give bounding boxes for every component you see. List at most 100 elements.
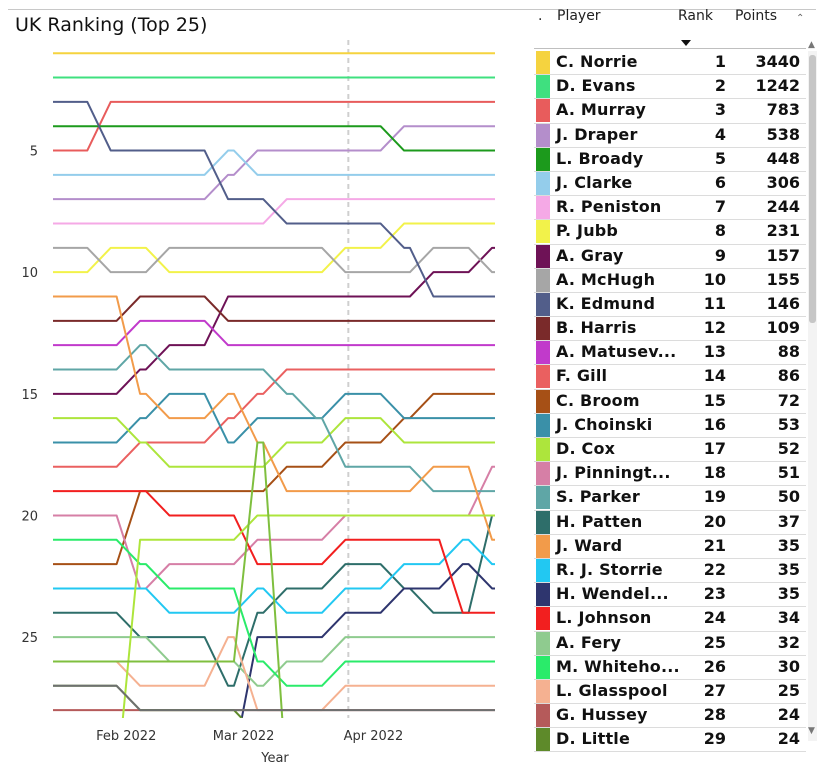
player-points: 88 [777,342,800,362]
series-line[interactable] [53,100,495,298]
series-line[interactable] [53,636,495,687]
series-line[interactable] [53,417,495,468]
series-line[interactable] [53,441,495,768]
table-row[interactable]: M. Whiteho... 26 30 [534,655,806,680]
y-tick-label: 15 [21,388,38,403]
series-line[interactable] [53,246,495,395]
table-row[interactable]: K. Edmund 11 146 [534,292,806,318]
collapse-icon[interactable]: ⌃ [796,13,805,24]
vertical-scrollbar[interactable] [808,51,817,741]
table-row[interactable]: H. Patten 20 37 [534,510,806,535]
table-row[interactable]: D. Evans 2 1242 [534,75,806,100]
series-line[interactable] [53,392,495,444]
legend-swatch [536,534,550,558]
table-row[interactable]: C. Broom 15 72 [534,389,806,414]
player-points: 155 [766,269,800,289]
table-row[interactable]: D. Little 29 24 [534,728,806,753]
series-line[interactable] [53,100,495,152]
legend-swatch [536,486,550,510]
legend-swatch [536,244,550,268]
legend-swatch [536,317,550,341]
player-rank: 8 [714,221,726,241]
table-row[interactable]: P. Jubb 8 231 [534,220,806,245]
series-line[interactable] [53,149,495,176]
player-points: 244 [766,197,800,217]
player-rank: 26 [703,656,726,676]
scroll-down-icon[interactable]: ▼ [808,726,815,736]
series-line[interactable] [53,392,495,566]
table-row[interactable]: R. J. Storrie 22 35 [534,558,806,584]
column-header-player[interactable]: Player [557,8,601,24]
player-name: R. Peniston [556,197,662,217]
player-points: 51 [777,463,800,483]
player-name: H. Wendel... [556,584,669,604]
scrollbar-thumb[interactable] [809,55,816,323]
series-line[interactable] [53,198,495,225]
table-row[interactable]: H. Wendel... 23 35 [534,583,806,608]
column-header-rank[interactable]: Rank [678,8,713,24]
legend-swatch [536,462,550,486]
table-row[interactable]: R. Peniston 7 244 [534,196,806,221]
legend-swatch [536,510,550,534]
table-row[interactable]: G. Hussey 28 24 [534,704,806,729]
sort-descending-icon [681,40,691,46]
y-tick-label: 10 [21,266,38,281]
player-name: A. Fery [556,632,622,652]
player-name: D. Cox [556,439,616,458]
player-name: L. Johnson [556,608,652,628]
table-row[interactable]: J. Draper 4 538 [534,123,806,148]
player-rank: 25 [703,632,726,652]
column-header-dot: . [538,8,543,24]
table-row[interactable]: A. Gray 9 157 [534,244,806,269]
table-row[interactable]: L. Johnson 24 34 [534,607,806,632]
legend-swatch [536,413,550,437]
player-name: L. Broady [556,148,644,168]
table-row[interactable]: B. Harris 12 109 [534,317,806,342]
table-row[interactable]: A. Matusev... 13 88 [534,341,806,366]
series-line[interactable] [53,295,495,322]
player-name: A. McHugh [556,269,656,289]
player-name: J. Pinningt... [556,463,671,483]
player-name: J. Choinski [556,414,653,434]
table-row[interactable]: A. Murray 3 783 [534,99,806,124]
legend-swatch [536,679,550,703]
table-row[interactable]: C. Norrie 1 3440 [534,51,806,76]
table-row[interactable]: L. Glasspool 27 25 [534,679,806,705]
player-rank: 10 [703,269,726,289]
x-tick-label: Mar 2022 [213,729,275,744]
table-row[interactable]: A. Fery 25 32 [534,631,806,656]
series-line[interactable] [53,538,495,614]
series-line[interactable] [53,684,495,712]
series-line[interactable] [53,319,495,347]
table-row[interactable]: D. Cox 17 52 [534,438,806,463]
column-header-points[interactable]: Points [735,8,778,24]
series-line[interactable] [53,514,495,768]
series-line[interactable] [53,368,495,468]
player-rank: 2 [714,76,726,96]
table-row[interactable]: J. Choinski 16 53 [534,413,806,438]
table-row[interactable]: F. Gill 14 86 [534,365,806,390]
player-name: G. Hussey [556,705,648,725]
table-row[interactable]: L. Broady 5 448 [534,147,806,172]
table-row[interactable]: J. Clarke 6 306 [534,171,806,197]
player-rank: 15 [703,390,726,410]
series-line[interactable] [53,344,495,493]
series-line[interactable] [53,222,495,274]
player-points: 24 [777,729,800,749]
player-name: J. Draper [556,124,638,144]
series-line[interactable] [53,125,495,201]
series-line[interactable] [53,563,495,759]
table-row[interactable]: A. McHugh 10 155 [534,268,806,293]
series-line[interactable] [53,246,495,274]
player-table: C. Norrie 1 3440 D. Evans 2 1242 A. Murray 3 783… [534,51,806,753]
legend-swatch [536,704,550,728]
player-points: 157 [766,245,800,265]
scroll-up-icon[interactable]: ▲ [808,40,815,50]
table-row[interactable]: J. Ward 21 35 [534,534,806,559]
table-row[interactable]: S. Parker 19 50 [534,486,806,511]
table-row[interactable]: J. Pinningt... 18 51 [534,462,806,487]
series-line[interactable] [53,490,495,614]
series-line[interactable] [53,125,495,152]
series-line[interactable] [53,538,495,687]
player-name: A. Matusev... [556,342,677,362]
